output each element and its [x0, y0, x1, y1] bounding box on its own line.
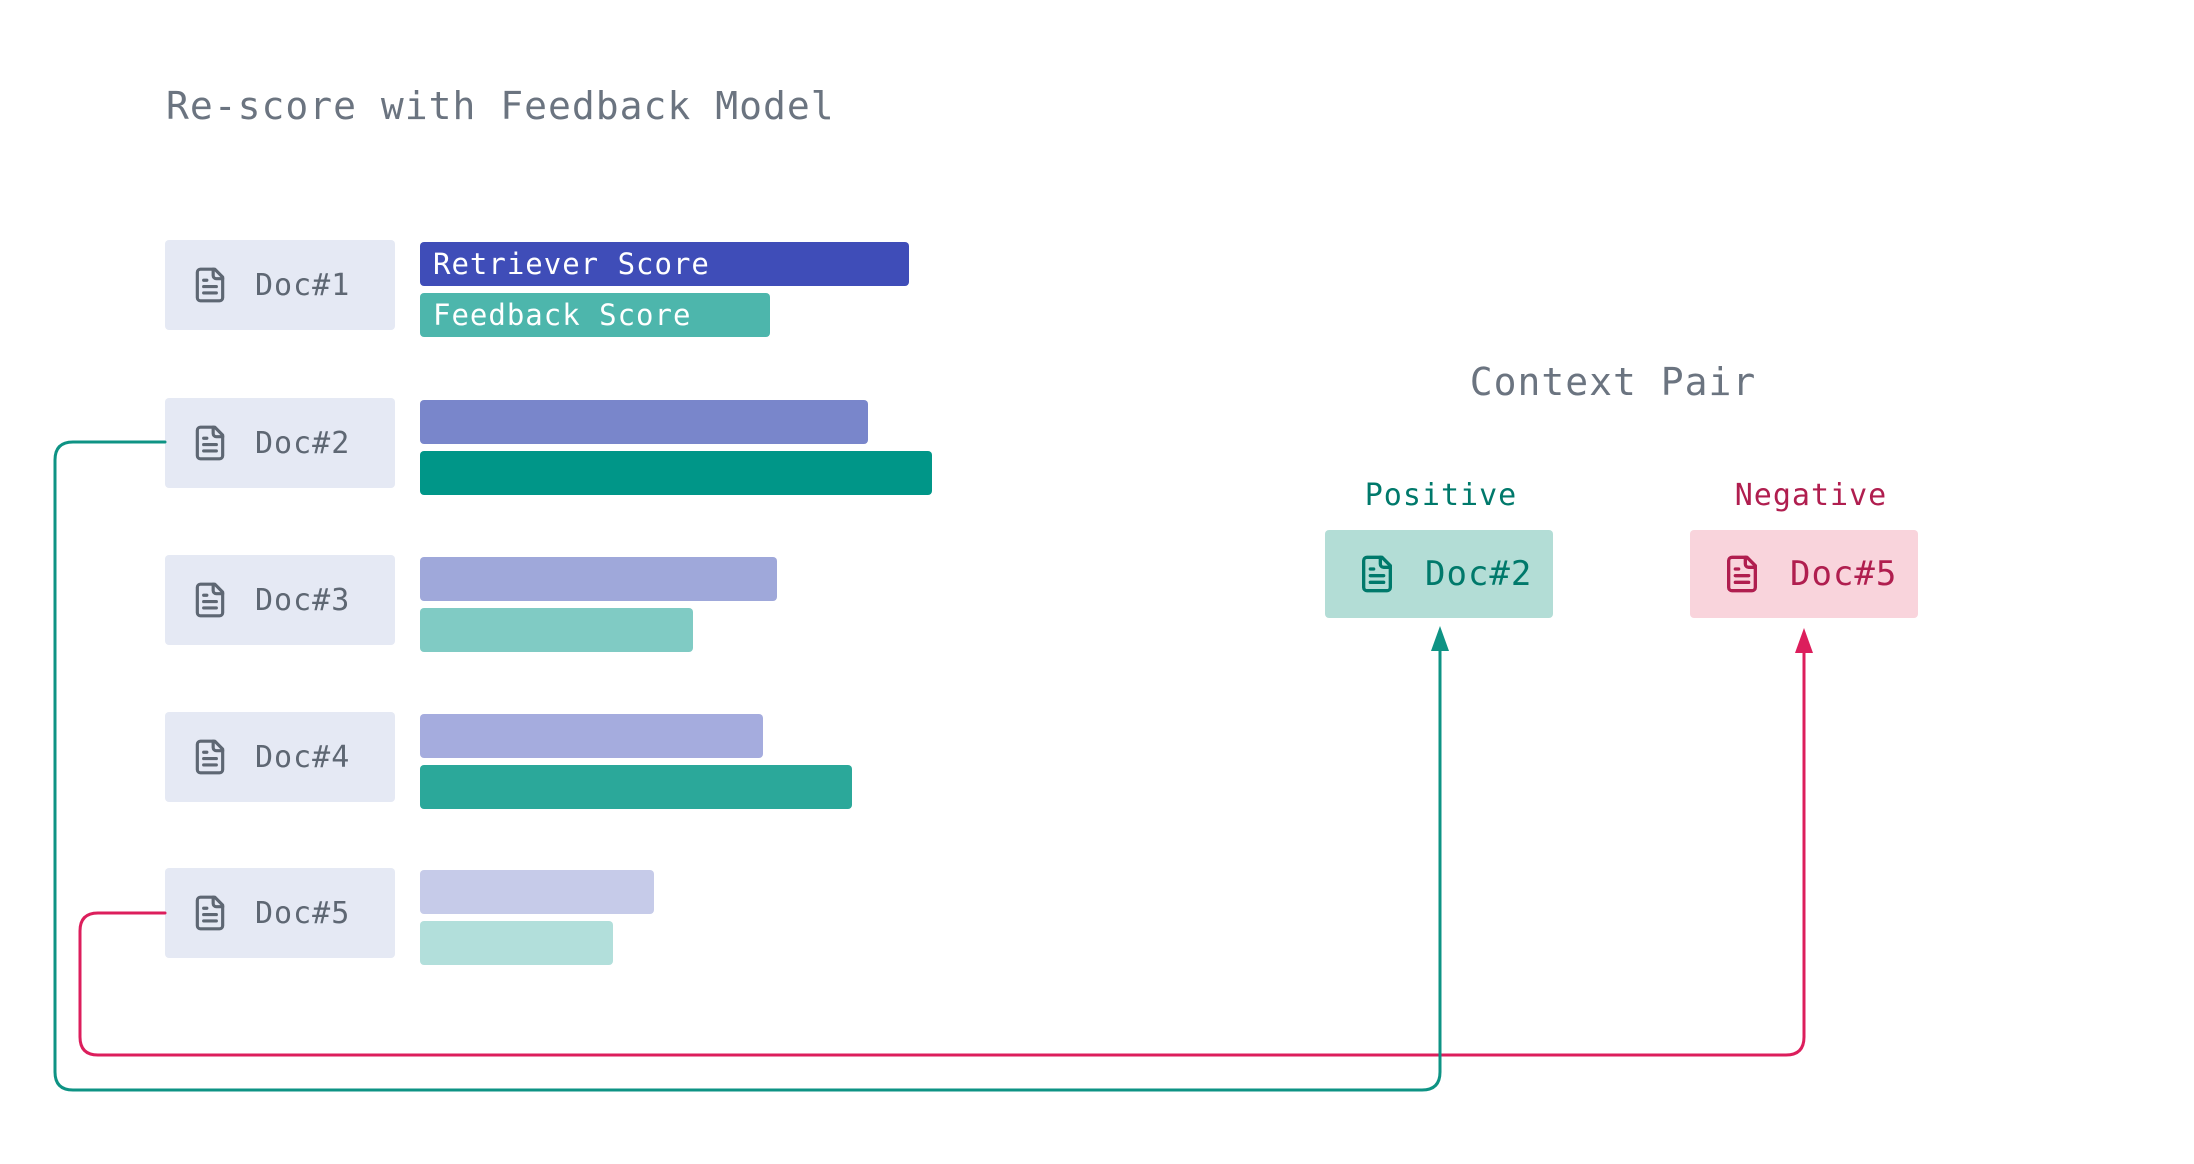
doc-label: Doc#5 [255, 895, 351, 931]
retriever-score-bar [420, 557, 777, 601]
file-text-icon [1722, 554, 1762, 594]
feedback-score-bar [420, 765, 852, 809]
context-pair-title: Context Pair [1469, 360, 1757, 404]
file-text-icon [1357, 554, 1397, 594]
feedback-score-bar: Feedback Score [420, 293, 770, 337]
doc-label: Doc#2 [255, 425, 351, 461]
doc-row: Doc#2 [165, 398, 1165, 498]
retriever-score-bar [420, 870, 654, 914]
feedback-score-bar [420, 921, 613, 965]
positive-doc-label: Doc#2 [1425, 554, 1533, 594]
doc-row: Doc#5 [165, 868, 1165, 968]
doc-row: Doc#1 Retriever Score Feedback Score [165, 240, 1165, 340]
retriever-score-bar-label: Retriever Score [433, 247, 710, 281]
doc-card: Doc#2 [165, 398, 395, 488]
doc-label: Doc#3 [255, 582, 351, 618]
file-text-icon [191, 424, 229, 462]
doc-row: Doc#4 [165, 712, 1165, 812]
positive-heading: Positive [1364, 478, 1518, 513]
doc-row: Doc#3 [165, 555, 1165, 655]
retriever-score-bar: Retriever Score [420, 242, 909, 286]
positive-arrowhead-icon [1431, 626, 1449, 651]
retriever-score-bar [420, 714, 763, 758]
file-text-icon [191, 266, 229, 304]
retriever-score-bar [420, 400, 868, 444]
file-text-icon [191, 581, 229, 619]
doc-card: Doc#1 [165, 240, 395, 330]
doc-card: Doc#3 [165, 555, 395, 645]
doc-label: Doc#1 [255, 267, 351, 303]
doc-label: Doc#4 [255, 739, 351, 775]
doc-card: Doc#4 [165, 712, 395, 802]
feedback-score-bar-label: Feedback Score [433, 298, 692, 332]
file-text-icon [191, 894, 229, 932]
doc-card: Doc#5 [165, 868, 395, 958]
negative-arrowhead-icon [1795, 628, 1813, 653]
file-text-icon [191, 738, 229, 776]
feedback-score-bar [420, 451, 932, 495]
feedback-score-bar [420, 608, 693, 652]
negative-doc-label: Doc#5 [1790, 554, 1898, 594]
diagram-title: Re-score with Feedback Model [166, 84, 835, 128]
negative-doc-card: Doc#5 [1690, 530, 1918, 618]
negative-heading: Negative [1734, 478, 1888, 513]
positive-doc-card: Doc#2 [1325, 530, 1553, 618]
